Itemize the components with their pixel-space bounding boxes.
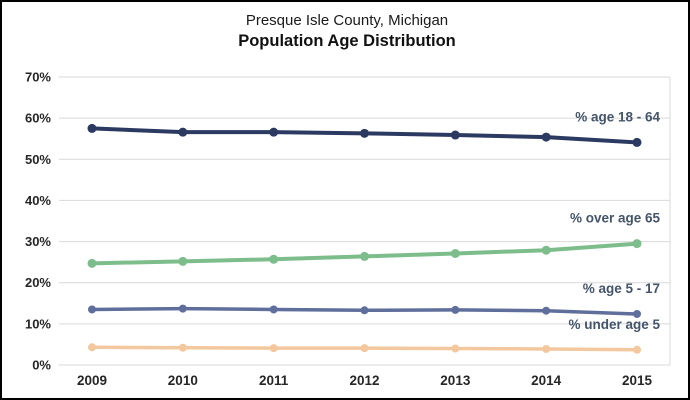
data-point: [269, 254, 279, 264]
x-axis-tick-label: 2014: [531, 373, 562, 388]
y-axis-tick-label: 0%: [32, 358, 51, 373]
y-axis-tick-label: 40%: [25, 193, 51, 208]
data-point: [542, 306, 551, 315]
data-point: [178, 127, 188, 137]
y-axis-tick-label: 10%: [25, 316, 51, 331]
data-point: [87, 123, 97, 133]
data-point: [269, 127, 279, 137]
y-axis-tick-label: 50%: [25, 152, 51, 167]
y-axis-tick-label: 60%: [25, 111, 51, 126]
data-point: [87, 258, 97, 268]
data-point: [541, 245, 551, 255]
data-point: [542, 344, 551, 353]
plot-area: 0% 10% 20% 30% 40% 50% 60% 70% 2009 2010 2011 2012 2…: [25, 70, 671, 388]
data-point: [360, 128, 369, 138]
series-label-2: % over age 65: [570, 211, 661, 226]
data-point: [450, 249, 460, 259]
data-point: [632, 239, 642, 249]
data-point: [88, 305, 96, 314]
data-point: [633, 309, 641, 318]
x-axis-tick-label: 2011: [259, 373, 289, 388]
chart-title-line2: Population Age Distribution: [238, 32, 456, 50]
chart-title-line1: Presque Isle County, Michigan: [246, 12, 448, 29]
x-axis-tick-label: 2009: [77, 373, 107, 388]
data-point: [88, 343, 96, 352]
y-axis-tick-label: 20%: [25, 275, 51, 290]
series-label-1: % age 18 - 64: [575, 109, 660, 124]
data-point: [360, 344, 369, 353]
y-axis-tick-label: 30%: [25, 234, 51, 249]
data-point: [451, 305, 460, 314]
data-point: [633, 345, 641, 354]
y-axis-tick-label: 70%: [25, 70, 51, 85]
data-point: [360, 306, 369, 315]
data-point: [541, 132, 551, 142]
data-point: [269, 305, 278, 314]
series-label-3: % age 5 - 17: [583, 281, 660, 296]
data-point: [450, 130, 460, 140]
data-point: [632, 137, 642, 147]
data-point: [178, 256, 188, 266]
x-axis-tick-label: 2012: [349, 373, 379, 388]
x-axis-tick-label: 2013: [440, 373, 471, 388]
data-point: [451, 344, 460, 353]
data-point: [360, 251, 369, 261]
series-label-4: % under age 5: [568, 317, 660, 332]
data-point: [178, 343, 187, 352]
data-point: [269, 344, 278, 353]
data-point: [178, 304, 187, 313]
x-axis-tick-label: 2015: [622, 373, 653, 388]
x-axis-tick-label: 2010: [168, 373, 198, 388]
